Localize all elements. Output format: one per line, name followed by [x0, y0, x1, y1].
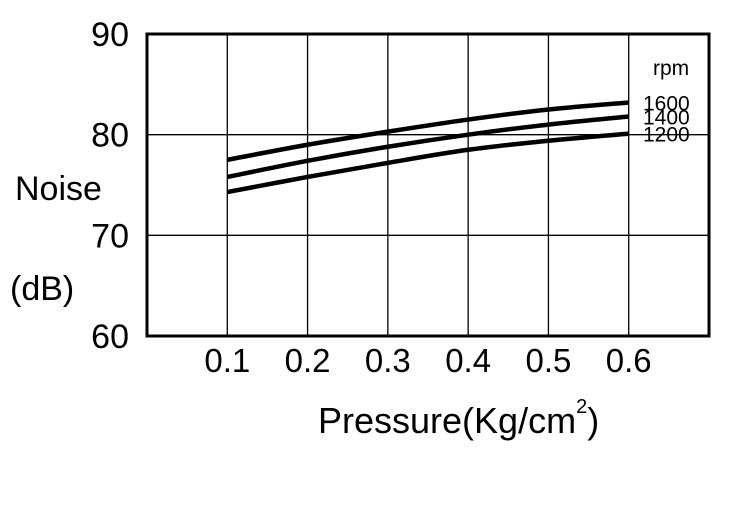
- legend-entry-1400: 1400: [643, 107, 690, 130]
- y-tick-label-70: 70: [91, 217, 129, 255]
- plot-frame: [145, 32, 711, 338]
- y-tick-labels: 60 70 80 90: [91, 16, 129, 356]
- legend-title: rpm: [653, 57, 689, 80]
- x-axis-label-close: ): [587, 400, 599, 441]
- x-axis-label-main: Pressure(Kg/cm: [318, 400, 576, 441]
- y-tick-label-90: 90: [91, 16, 129, 54]
- legend-entry-1600: 1600: [643, 92, 690, 115]
- y-tick-label-80: 80: [91, 117, 129, 155]
- y-axis-label-line1: Noise: [15, 170, 102, 208]
- series-lines: [226, 100, 629, 195]
- x-axis-label: Pressure(Kg/cm2): [318, 396, 599, 441]
- x-tick-labels: 0.1 0.2 0.3 0.4 0.5 0.6: [204, 342, 651, 379]
- series-line-1200-rpm: [226, 131, 629, 195]
- x-tick-label-0.6: 0.6: [606, 342, 652, 379]
- series-line-1600-rpm: [226, 100, 629, 163]
- x-tick-label-0.2: 0.2: [285, 342, 331, 379]
- series-line-1400-rpm: [226, 114, 629, 180]
- x-axis-label-superscript: 2: [576, 396, 587, 418]
- x-tick-label-0.4: 0.4: [445, 342, 491, 379]
- legend-entry-1200: 1200: [643, 124, 690, 147]
- grid: [147, 34, 709, 336]
- x-tick-label-0.3: 0.3: [365, 342, 411, 379]
- y-tick-label-60: 60: [91, 318, 129, 356]
- x-tick-label-0.1: 0.1: [204, 342, 250, 379]
- y-axis-label-line2: (dB): [10, 270, 74, 308]
- x-tick-label-0.5: 0.5: [525, 342, 571, 379]
